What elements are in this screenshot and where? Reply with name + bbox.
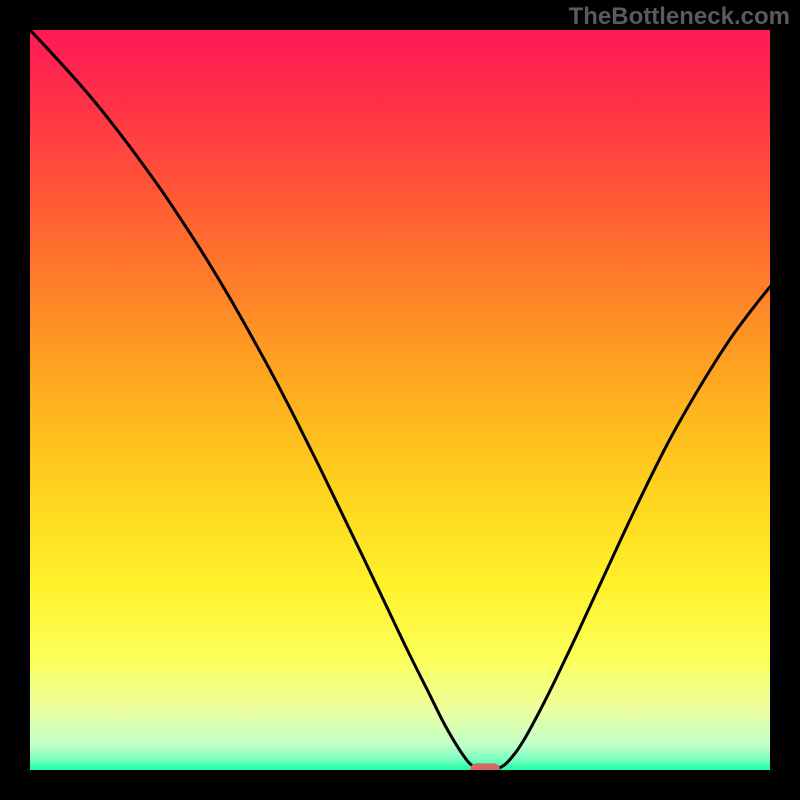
watermark: TheBottleneck.com	[569, 3, 790, 31]
chart-frame	[0, 0, 800, 800]
